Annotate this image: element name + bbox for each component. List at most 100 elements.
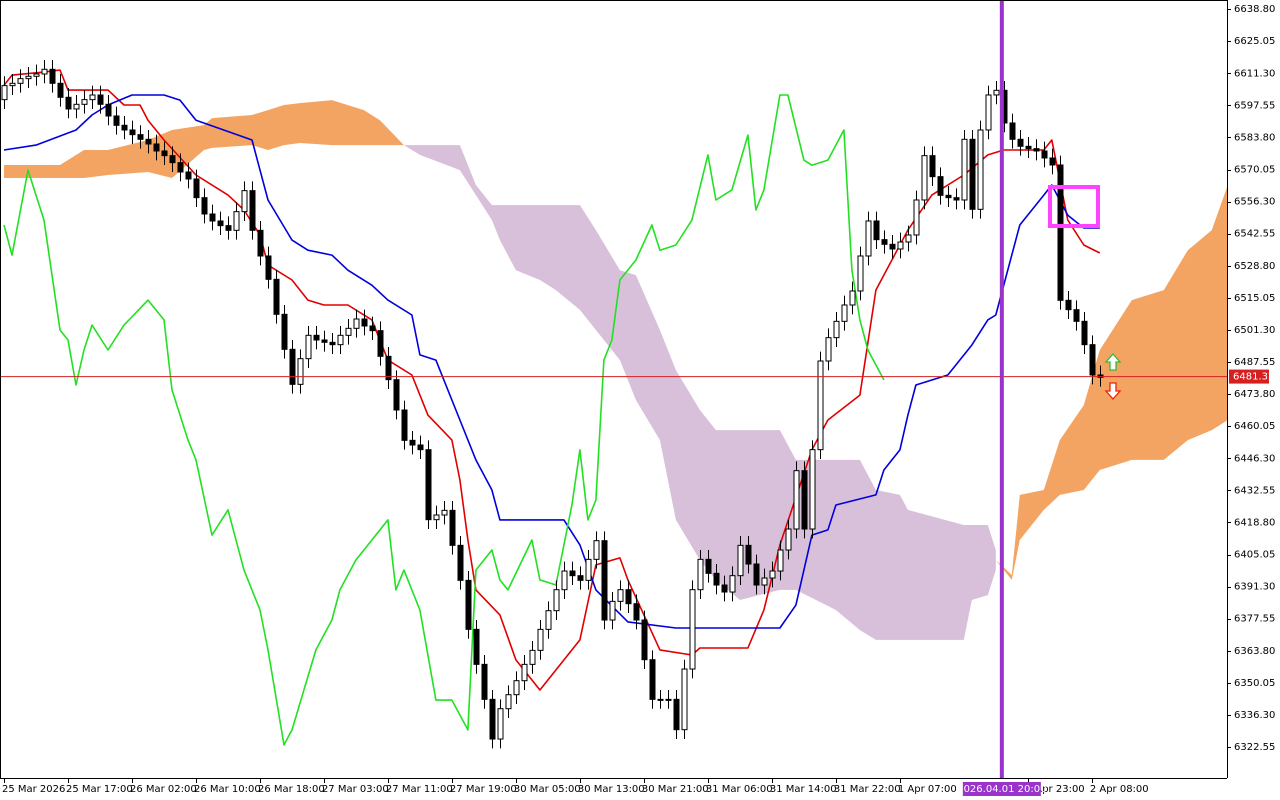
x-tick-label: 31 Mar 22:00 <box>834 784 901 795</box>
x-tick-label: 30 Mar 21:00 <box>642 784 709 795</box>
candle-body <box>617 589 624 602</box>
candle-body <box>385 355 392 381</box>
candle-body <box>1081 320 1088 346</box>
x-tick-label: 27 Mar 19:00 <box>450 784 517 795</box>
candle-body <box>185 171 192 180</box>
candle-body <box>369 325 376 332</box>
candle-body <box>705 558 712 574</box>
candle-body <box>361 318 368 327</box>
candle-body <box>265 255 272 280</box>
candle-body <box>409 439 416 446</box>
candle-body <box>193 178 200 199</box>
y-tick-label: 6446.30 <box>1234 453 1275 464</box>
candle-body <box>673 698 680 731</box>
candle-body <box>817 360 824 451</box>
candle-body <box>937 176 944 196</box>
candle-body <box>17 78 24 84</box>
candle-body <box>105 103 112 117</box>
candle-body <box>441 509 448 516</box>
candle-body <box>929 155 936 178</box>
candle-body <box>97 94 104 105</box>
sell-arrow <box>1104 382 1122 400</box>
candle-body <box>737 544 744 577</box>
indicator-line <box>3 94 885 746</box>
x-tick-label: 25 Mar 17:00 <box>66 784 133 795</box>
candle-body <box>313 334 320 341</box>
candle-body <box>905 234 912 243</box>
candle-body <box>1073 309 1080 322</box>
x-tick-label: 30 Mar 05:00 <box>514 784 581 795</box>
x-tick-label: 30 Mar 13:00 <box>578 784 645 795</box>
candle-body <box>169 155 176 164</box>
candle-body <box>809 449 816 530</box>
candle-body <box>65 96 72 110</box>
candle-body <box>1089 344 1096 376</box>
candle-body <box>281 313 288 350</box>
candle-body <box>553 589 560 612</box>
candle-body <box>57 82 64 98</box>
candle-body <box>577 575 584 581</box>
candle-body <box>49 68 56 84</box>
x-tick-label: 26 Mar 18:00 <box>258 784 325 795</box>
candle-body <box>833 320 840 339</box>
candle-body <box>801 470 808 530</box>
candle-body <box>153 143 160 152</box>
x-tick-label: 26 Mar 02:00 <box>130 784 197 795</box>
y-tick-label: 6570.05 <box>1234 165 1275 176</box>
candle-body <box>145 138 152 145</box>
y-tick-label: 6391.30 <box>1234 582 1275 593</box>
candle-body <box>593 540 600 560</box>
candle-body <box>449 509 456 546</box>
candle-body <box>233 211 240 231</box>
candle-body <box>273 278 280 315</box>
candle-body <box>337 334 344 346</box>
candle-body <box>625 589 632 605</box>
candle-body <box>761 577 768 586</box>
candle-body <box>129 129 136 136</box>
last-price-box <box>1229 369 1269 384</box>
y-tick-label: 6625.05 <box>1234 36 1275 47</box>
candle-body <box>225 225 232 231</box>
y-tick-label: 6432.55 <box>1234 485 1275 496</box>
candle-body <box>425 449 432 521</box>
candle-body <box>969 138 976 210</box>
cursor-box <box>962 782 1041 796</box>
x-tick-label: 1 Apr 23:00 <box>1026 784 1085 795</box>
x-tick-label: 2 Apr 08:00 <box>1090 784 1149 795</box>
candle-body <box>1041 150 1048 159</box>
candle-body <box>849 290 856 306</box>
candle-body <box>529 649 536 665</box>
y-tick-label: 6583.80 <box>1234 132 1275 143</box>
y-tick-label: 6515.05 <box>1234 293 1275 304</box>
candle-body <box>1009 122 1016 140</box>
candle-body <box>433 514 440 521</box>
candle-body <box>961 138 968 201</box>
candle-body <box>9 82 16 87</box>
highlight-box <box>1048 185 1100 228</box>
candle-body <box>977 129 984 210</box>
candle-body <box>257 229 264 257</box>
last-price-label: 6481.32 <box>1233 372 1274 383</box>
candle-body <box>649 659 656 700</box>
candle-body <box>697 558 704 591</box>
candle-body <box>289 348 296 385</box>
candle-body <box>217 220 224 227</box>
candle-body <box>513 680 520 696</box>
candle-body <box>209 213 216 222</box>
candle-body <box>641 619 648 661</box>
candle-body <box>873 220 880 241</box>
candle-body <box>985 94 992 131</box>
cloud <box>403 145 996 640</box>
candle-body <box>753 563 760 586</box>
candle-body <box>769 570 776 579</box>
candle-body <box>537 628 544 651</box>
candle-body <box>81 99 88 105</box>
candle-body <box>241 190 248 213</box>
candle-body <box>1025 145 1032 150</box>
candle-body <box>377 330 384 357</box>
candle-body <box>73 103 80 110</box>
candle-body <box>777 549 784 572</box>
plot-area <box>0 0 1227 778</box>
candle-body <box>505 694 512 710</box>
candle-body <box>585 558 592 581</box>
